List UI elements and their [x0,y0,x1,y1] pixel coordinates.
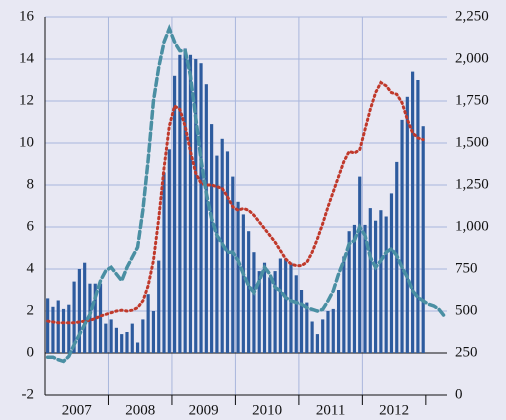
bar [72,281,76,353]
line-series [46,80,425,325]
bar [88,283,92,353]
y2-tick-label: 2,000 [455,50,489,66]
bar [321,319,325,353]
bar [326,311,330,353]
bar [98,283,103,353]
y2-tick-label: 1,250 [455,176,489,192]
bar [231,176,235,353]
bar [199,63,203,353]
bar [352,224,357,353]
bar [363,224,367,353]
bar [257,271,261,353]
bar [299,290,304,353]
y-tick-label: 0 [27,344,35,360]
bar [368,208,372,353]
bar [273,271,277,353]
bar [104,323,108,353]
y2-tick-label: 1,500 [455,134,489,150]
bar [109,319,113,353]
y-tick-label: 4 [27,260,35,276]
bar [151,311,156,353]
y2-tick-label: 2,250 [455,8,489,24]
bar [167,149,171,353]
bar [77,269,81,353]
bar [46,298,50,353]
bar [56,300,60,353]
x-tick-label: 2008 [125,402,155,418]
x-tick-label: 2012 [379,402,409,418]
bar [268,277,272,353]
bar [416,80,420,353]
bar [236,201,240,353]
bar [135,342,140,353]
bar [194,59,198,353]
x-tick-label: 2009 [189,402,219,418]
bar [400,119,404,354]
bar [241,214,245,353]
y-tick-label: 8 [27,176,35,192]
bar [130,323,134,353]
bar [384,216,388,353]
bar [83,262,87,353]
y-tick-label: 16 [19,8,35,24]
x-tick-label: 2011 [316,402,345,418]
line-series [45,23,447,364]
bar [125,332,129,353]
x-tick-label: 2007 [62,402,93,418]
bar [374,220,378,353]
bar [405,96,409,354]
bar [157,260,161,353]
bar [315,334,319,353]
y-tick-label: -2 [22,386,35,402]
bar [141,319,145,353]
bar [358,176,362,353]
bar [215,155,219,353]
x-tick-label: 2010 [252,402,282,418]
bar [173,75,177,354]
bar [114,327,118,353]
y-tick-label: 10 [19,134,34,150]
bar [262,262,267,353]
bar [305,302,309,353]
bar [120,334,124,353]
y-tick-label: 2 [27,302,35,318]
bar [210,124,214,353]
y2-tick-label: 1,000 [455,218,489,234]
bar [331,308,335,353]
bar [51,306,55,353]
bar [183,48,187,353]
bar [204,84,208,353]
y-tick-label: 14 [19,50,35,66]
bar [252,252,256,353]
bar [336,290,341,353]
bar [347,231,351,353]
bar [67,304,71,353]
bar [284,258,288,353]
y-tick-label: 6 [27,218,35,234]
bar [178,54,182,354]
bar [278,258,282,353]
y-tick-label: 12 [19,92,34,108]
y2-tick-label: 500 [455,302,478,318]
y2-tick-label: 750 [455,260,478,276]
bar [294,275,298,353]
y2-tick-label: 0 [455,386,463,402]
bar [162,172,166,353]
bar [310,321,314,353]
bar [93,283,97,353]
bar [247,231,251,353]
bar [146,294,150,353]
bar [342,256,346,353]
bar [411,71,415,353]
bar [421,126,425,353]
y2-tick-label: 250 [455,344,478,360]
bar [61,308,66,353]
bar [289,262,293,353]
bar [379,210,383,353]
y2-tick-label: 1,750 [455,92,489,108]
bar [188,54,193,354]
bar [389,193,394,353]
